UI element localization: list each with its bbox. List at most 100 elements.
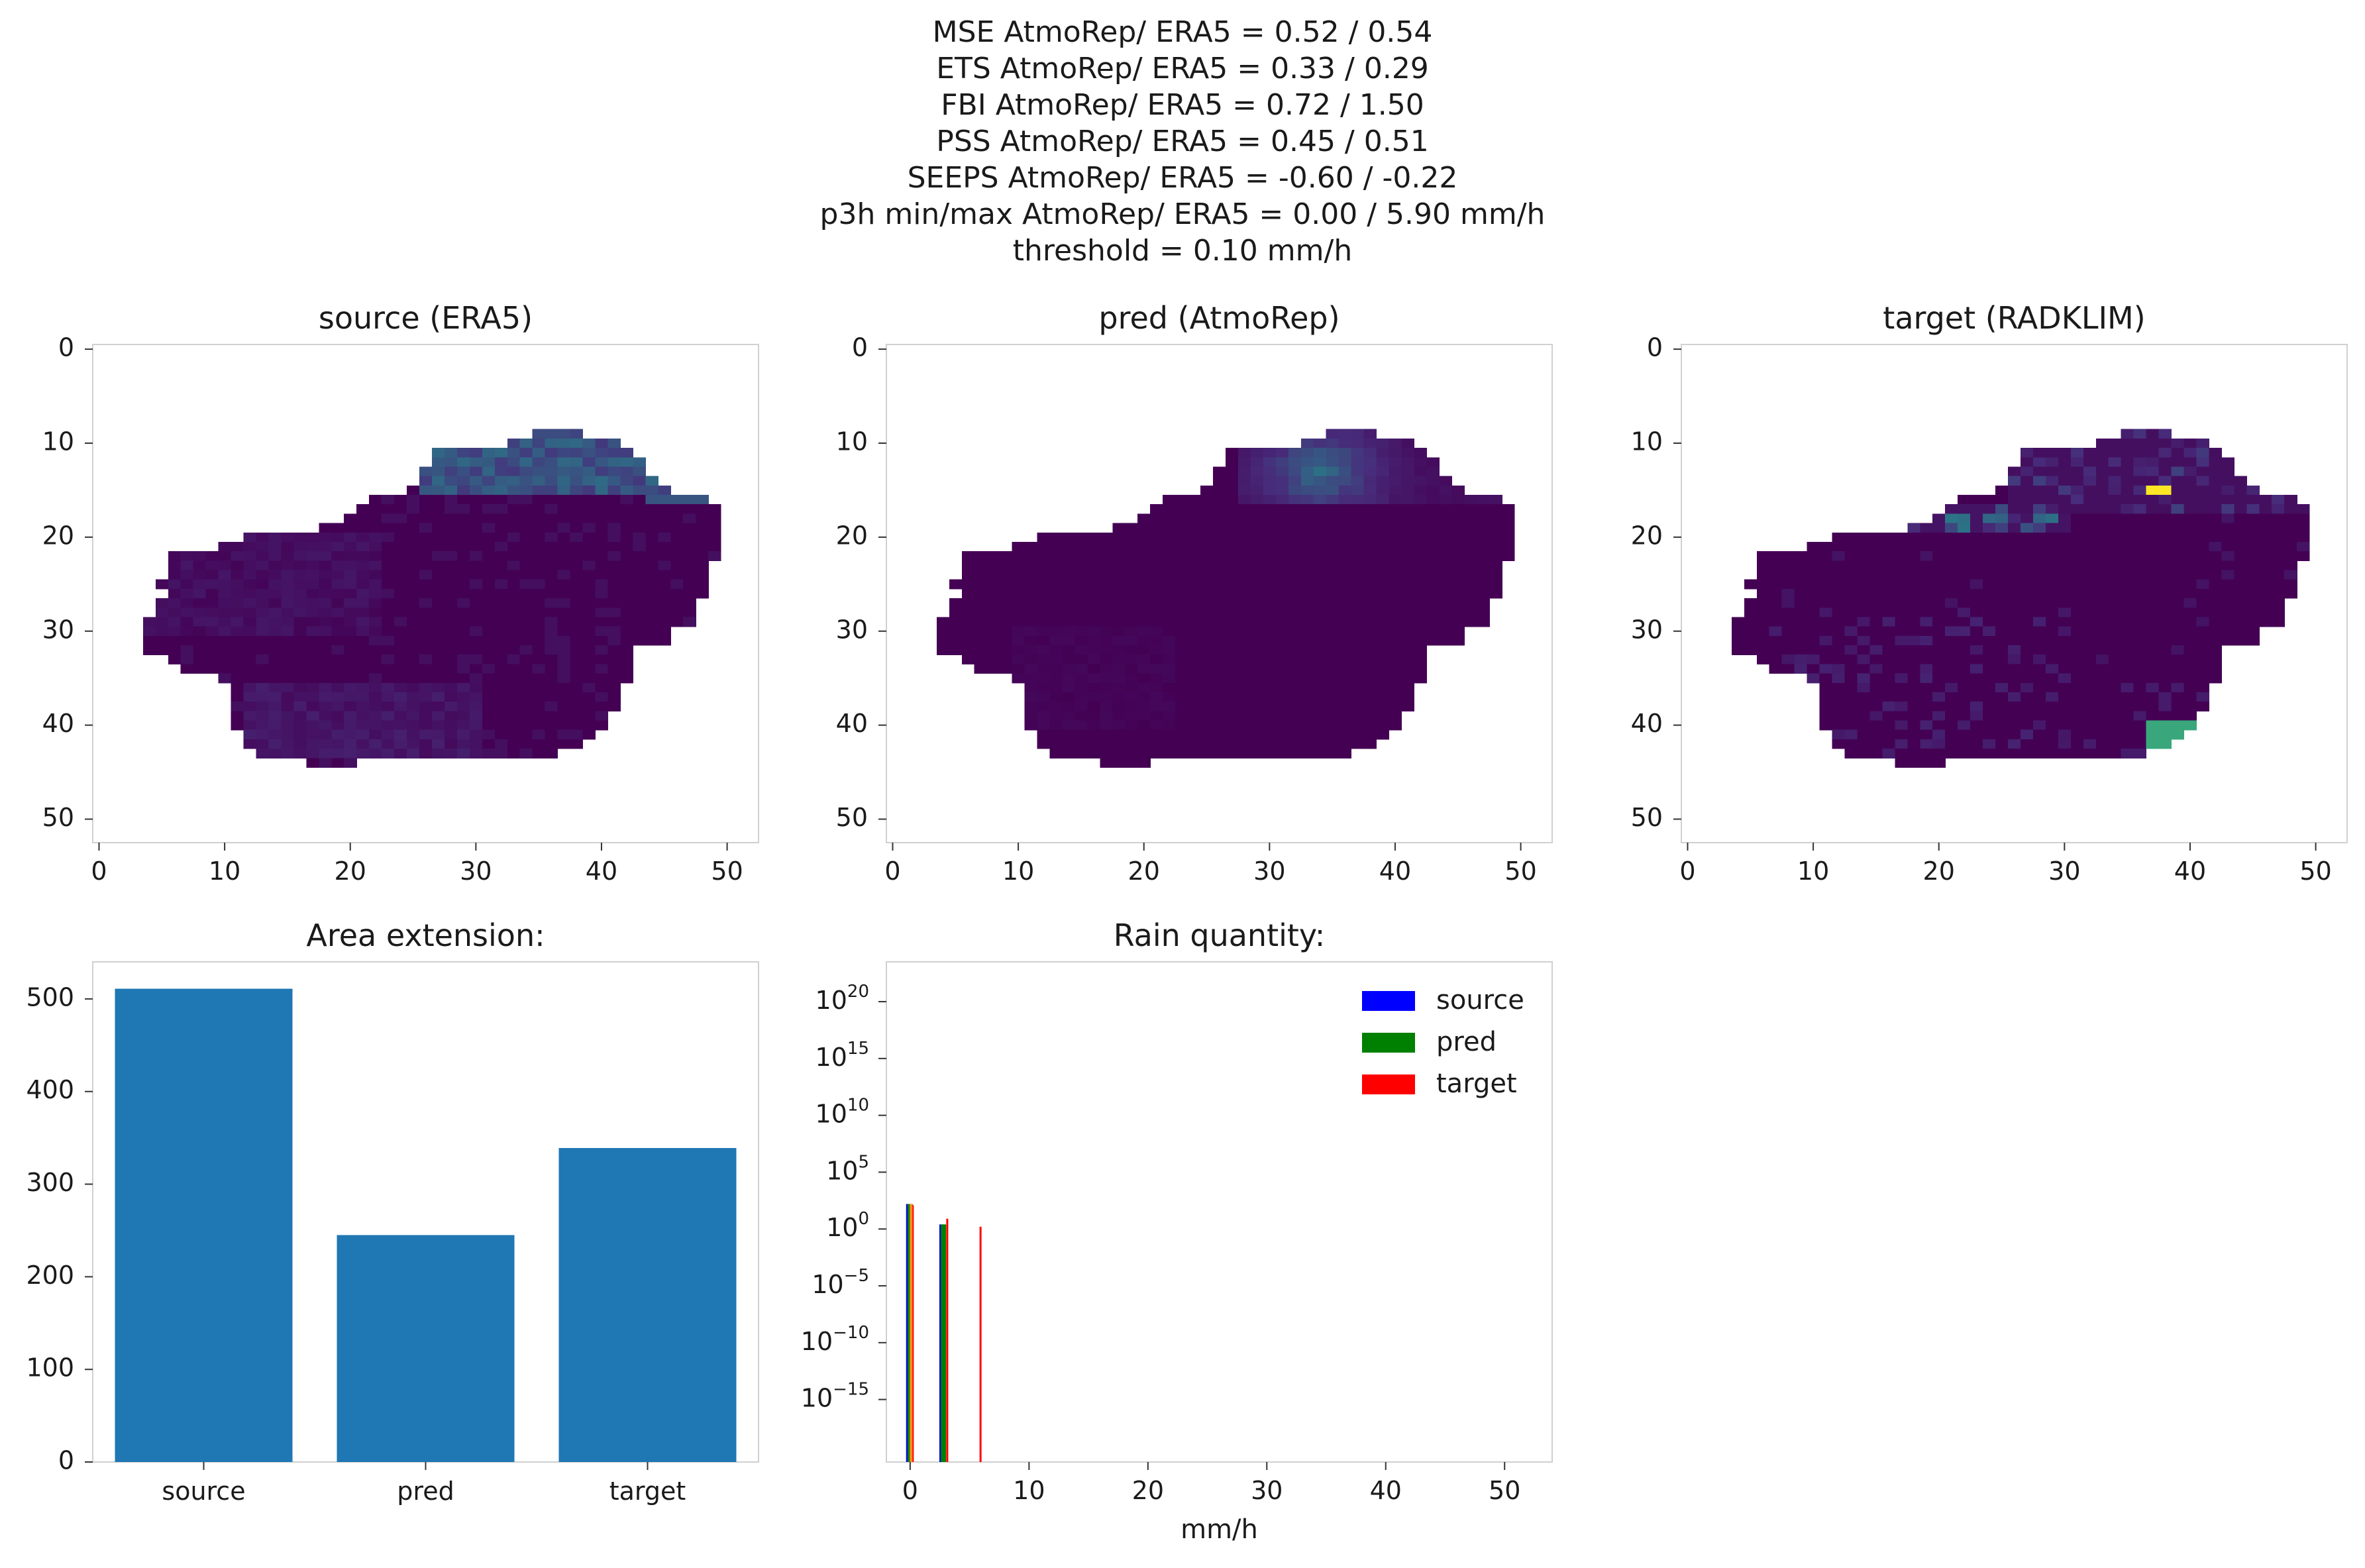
heatmap-cell (456, 607, 470, 618)
heatmap-cell (1376, 495, 1390, 505)
heatmap-cell (2020, 702, 2034, 711)
heatmap-cell (1213, 692, 1226, 702)
heatmap-cell (2058, 720, 2072, 731)
heatmap-cell (2234, 579, 2247, 590)
x-tick-label: 40 (586, 857, 617, 886)
heatmap-cell (1376, 607, 1390, 618)
heatmap-cell (1920, 702, 1933, 711)
heatmap-cell (319, 673, 332, 684)
heatmap-cell (1150, 682, 1163, 693)
heatmap-cell (431, 749, 445, 758)
heatmap-cell (2158, 739, 2172, 749)
heatmap-cell (331, 692, 344, 702)
heatmap-cell (507, 448, 521, 458)
heatmap-cell (193, 551, 207, 561)
heatmap-cell (431, 541, 445, 552)
heatmap-cell (570, 513, 584, 524)
heatmap-cell (319, 702, 332, 711)
heatmap-cell (205, 626, 219, 637)
heatmap-cell (532, 598, 546, 608)
heatmap-cell (1781, 617, 1795, 627)
heatmap-frame (886, 344, 1553, 843)
heatmap-cell (2070, 495, 2084, 505)
heatmap-cell (231, 541, 244, 552)
heatmap-cell (444, 739, 458, 749)
heatmap-cell (2158, 720, 2172, 731)
heatmap-cell (306, 551, 319, 561)
heatmap-cell (1075, 682, 1088, 693)
heatmap-cell (1275, 749, 1289, 758)
heatmap-cell (1832, 682, 1846, 693)
heatmap-cell (1995, 588, 2009, 599)
heatmap-cell (1869, 711, 1883, 721)
heatmap-cell (1363, 495, 1377, 505)
heatmap-cell (1426, 457, 1440, 468)
heatmap-cell (1024, 702, 1038, 711)
heatmap-cell (2108, 466, 2122, 477)
heatmap-cell (1200, 588, 1214, 599)
heatmap-cell (1213, 749, 1226, 758)
heatmap-cell (407, 513, 420, 524)
heatmap-cell (2221, 607, 2234, 618)
heatmap-cell (1832, 579, 1846, 590)
heatmap-cell (369, 579, 382, 590)
heatmap-cell (319, 664, 332, 674)
heatmap-cell (2108, 523, 2122, 533)
heatmap-cell (2108, 560, 2122, 571)
heatmap-cell (1200, 513, 1214, 524)
heatmap-cell (658, 551, 671, 561)
heatmap-cell (1037, 551, 1051, 561)
y-tick-label: 1020 (815, 982, 869, 1015)
heatmap-cell (319, 560, 332, 571)
heatmap-cell (419, 504, 433, 514)
heatmap-cell (293, 560, 307, 571)
heatmap-cell (218, 570, 232, 580)
heatmap-cell (293, 692, 307, 702)
heatmap-cell (1313, 682, 1327, 693)
heatmap-cell (1213, 560, 1226, 571)
heatmap-cell (2108, 513, 2122, 524)
heatmap-cell (1237, 654, 1251, 665)
heatmap-cell (557, 560, 571, 571)
heatmap-cell (394, 570, 407, 580)
heatmap-cell (256, 635, 270, 646)
heatmap-cell (1857, 551, 1871, 561)
heatmap-cell (545, 635, 558, 646)
heatmap-cell (1970, 532, 1983, 543)
heatmap-cell (1945, 711, 1958, 721)
heatmap-cell (1351, 645, 1365, 655)
heatmap-cell (1163, 692, 1176, 702)
heatmap-cell (1263, 448, 1277, 458)
heatmap-cell (532, 466, 546, 477)
heatmap-cell (494, 607, 508, 618)
heatmap-cell (595, 448, 609, 458)
heatmap-cell (582, 541, 596, 552)
heatmap-cell (193, 626, 207, 637)
heatmap-cell (1338, 588, 1352, 599)
heatmap-cell (1062, 664, 1076, 674)
heatmap-cell (670, 570, 684, 580)
heatmap-cell (986, 570, 1000, 580)
heatmap-cell (1200, 495, 1214, 505)
heatmap-cell (1439, 551, 1452, 561)
heatmap-cell (620, 457, 633, 468)
heatmap-cell (545, 664, 558, 674)
heatmap-cell (1895, 702, 1908, 711)
heatmap-cell (2246, 485, 2260, 496)
heatmap-cell (1150, 570, 1163, 580)
heatmap-cell (1263, 504, 1277, 514)
heatmap-cell (1188, 682, 1201, 693)
heatmap-cell (1907, 673, 1920, 684)
heatmap-cell (1237, 749, 1251, 758)
heatmap-cell (2095, 673, 2109, 684)
heatmap-cell (557, 645, 571, 655)
heatmap-cell (382, 635, 395, 646)
heatmap-cell (1389, 551, 1402, 561)
heatmap-cell (1958, 598, 1971, 608)
heatmap-cell (2133, 448, 2147, 458)
heatmap-cell (658, 598, 671, 608)
heatmap-cell (180, 551, 194, 561)
heatmap-cell (2121, 607, 2134, 618)
heatmap-cell (494, 560, 508, 571)
heatmap-cell (2020, 476, 2034, 486)
